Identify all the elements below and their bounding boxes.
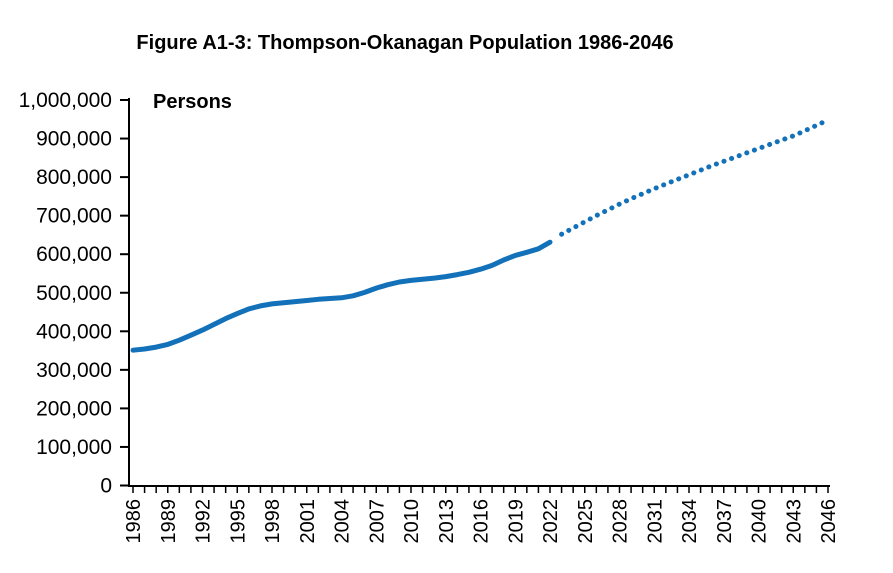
x-tick-label: 2001: [297, 499, 319, 544]
x-tick-label: 1986: [123, 499, 145, 544]
x-tick-label: 2016: [471, 499, 493, 544]
y-tick-label: 200,000: [36, 397, 112, 420]
x-tick-label: 2031: [644, 499, 666, 544]
y-tick-label: 600,000: [36, 243, 112, 266]
x-tick-label: 2004: [332, 499, 354, 544]
axes: [128, 98, 830, 487]
x-minor-ticks: [132, 486, 829, 493]
x-tick-label: 1998: [262, 499, 284, 544]
y-tick-label: 400,000: [36, 320, 112, 343]
y-tick-label: 100,000: [36, 436, 112, 459]
y-tick-label: 0: [100, 475, 112, 498]
y-tick-label: 800,000: [36, 166, 112, 189]
x-tick-label: 2034: [679, 499, 701, 544]
y-axis-unit-label: Persons: [153, 91, 232, 113]
y-tick-label: 900,000: [36, 128, 112, 151]
x-tick-label: 2046: [818, 499, 840, 544]
x-tick-labels: 1986 1989 1992 1995 1998 2001 2004 2007 2010 2013…: [123, 499, 840, 544]
x-tick-label: 2022: [540, 499, 562, 544]
x-tick-label: 2025: [575, 499, 597, 544]
x-tick-label: 2037: [714, 499, 736, 544]
x-tick-label: 2043: [783, 499, 805, 544]
y-tick-labels: 0 100,000 200,000 300,000 400,000 500,000 600,…: [19, 89, 129, 498]
x-tick-label: 1992: [193, 499, 215, 544]
x-tick-label: 1995: [227, 499, 249, 544]
historical-population-line: [130, 239, 553, 353]
y-tick-label: 500,000: [36, 282, 112, 305]
x-tick-label: 2019: [505, 499, 527, 544]
y-tick-label: 1,000,000: [19, 89, 112, 112]
y-tick-label: 300,000: [36, 359, 112, 382]
x-tick-label: 1989: [158, 499, 180, 544]
y-tick-label: 700,000: [36, 205, 112, 228]
x-tick-label: 2028: [610, 499, 632, 544]
x-tick-label: 2007: [366, 499, 388, 544]
projected-population-line: [559, 117, 831, 237]
chart-title: Figure A1-3: Thompson-Okanagan Populatio…: [136, 32, 674, 54]
x-tick-label: 2013: [436, 499, 458, 544]
x-tick-label: 2010: [401, 499, 423, 544]
x-tick-label: 2040: [749, 499, 771, 544]
